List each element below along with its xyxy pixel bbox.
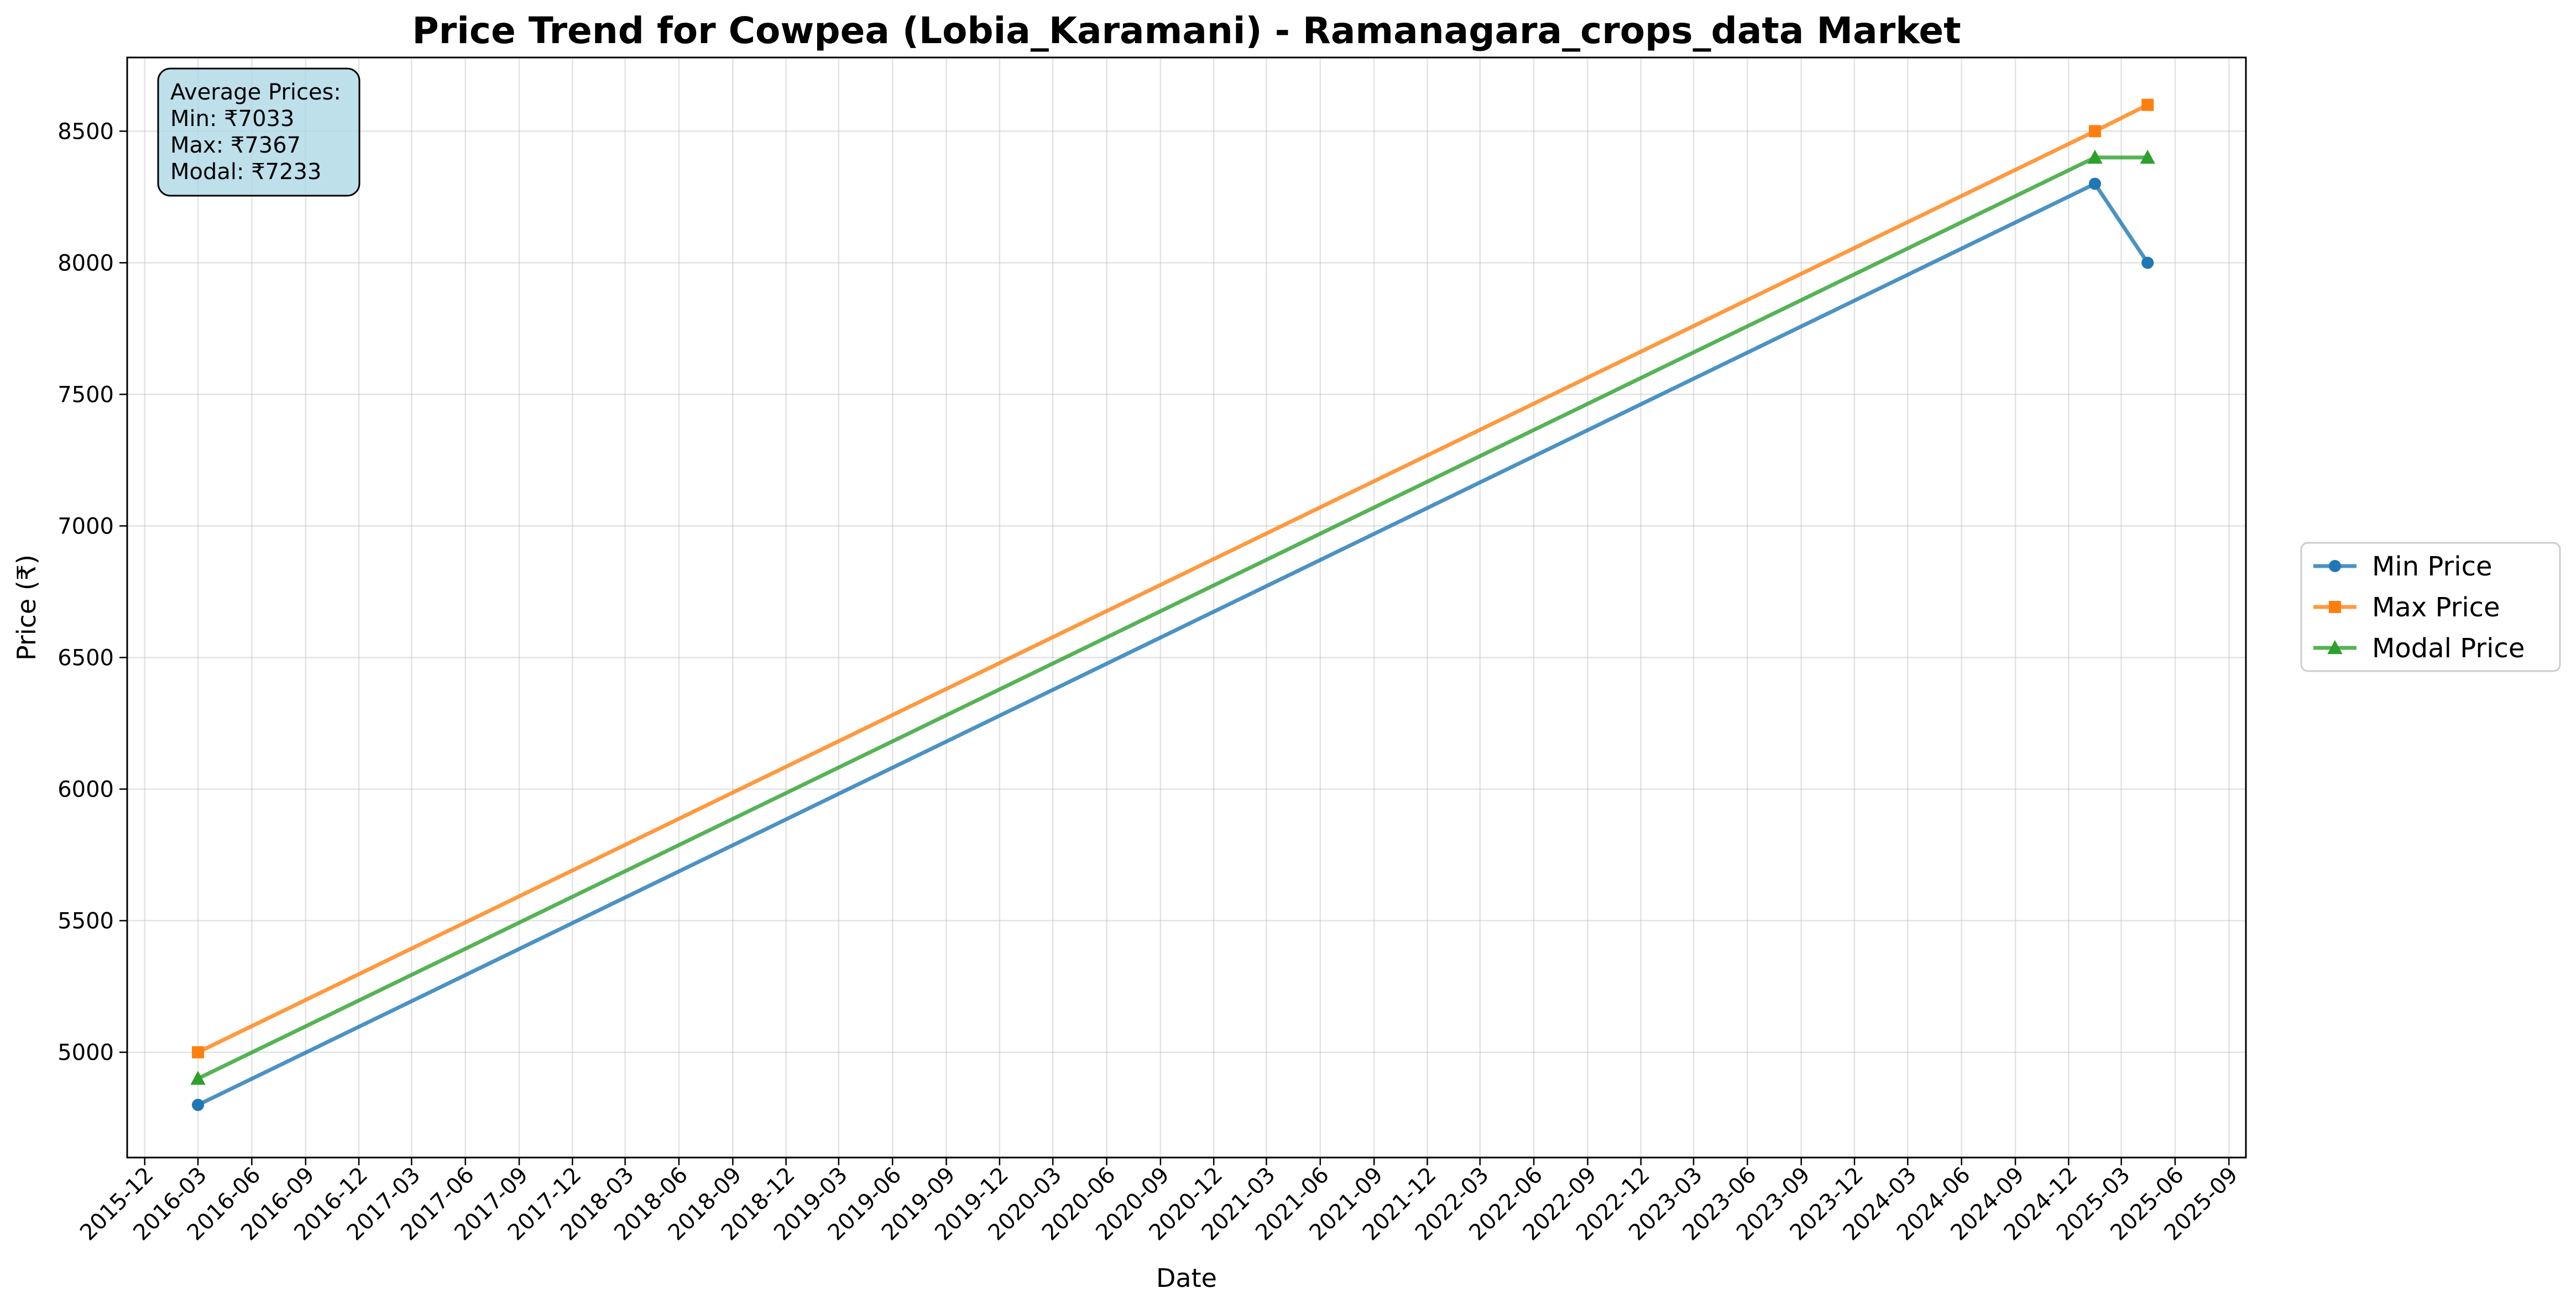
stats-modal: Modal: ₹7233 xyxy=(170,159,321,185)
series-layer xyxy=(190,98,2155,1111)
x-axis-label: Date xyxy=(1156,1263,1217,1293)
stats-annotation-box xyxy=(157,67,360,197)
stats-max: Max: ₹7367 xyxy=(170,133,301,158)
y-tick-label: 8500 xyxy=(58,119,114,144)
min-price-point xyxy=(192,1098,205,1111)
modal-price-point xyxy=(2140,149,2155,164)
legend-label: Min Price xyxy=(2372,551,2493,582)
y-tick-label: 7500 xyxy=(58,382,114,407)
legend-marker xyxy=(2329,560,2341,572)
stats-annotation: Average Prices: Min: ₹7033 Max: ₹7367 Mo… xyxy=(157,67,360,197)
series-modal-price xyxy=(190,149,2155,1085)
max-price-point xyxy=(192,1046,205,1059)
y-axis: 5000 5500 6000 6500 7000 7500 8000 8500 xyxy=(58,119,127,1066)
legend-item-modal-price: Modal Price xyxy=(2313,633,2525,664)
max-price-point xyxy=(2141,98,2154,111)
legend-box xyxy=(2300,542,2561,672)
chart-title: Price Trend for Cowpea (Lobia_Karamani) … xyxy=(412,9,1961,52)
min-price-point xyxy=(2088,177,2101,190)
legend-label: Modal Price xyxy=(2372,633,2525,664)
legend-item-max-price: Max Price xyxy=(2313,592,2500,623)
plot-frame xyxy=(126,56,2247,1159)
min-price-point xyxy=(2141,256,2154,269)
stats-heading: Average Prices: xyxy=(170,80,341,105)
series-min-price xyxy=(192,177,2154,1111)
y-axis-label: Price (₹) xyxy=(12,554,41,661)
y-tick-label: 5500 xyxy=(58,909,114,934)
modal-price-point xyxy=(190,1071,206,1085)
max-price-point xyxy=(2088,125,2101,138)
legend-marker xyxy=(2327,640,2343,654)
legend: Min Price Max Price Modal Price xyxy=(2300,542,2561,672)
stats-min: Min: ₹7033 xyxy=(170,106,294,132)
legend-item-min-price: Min Price xyxy=(2313,551,2493,582)
y-tick-label: 8000 xyxy=(58,250,114,276)
legend-label: Max Price xyxy=(2372,592,2500,623)
y-tick-label: 5000 xyxy=(58,1040,114,1066)
y-tick-label: 6500 xyxy=(58,645,114,671)
y-tick-label: 7000 xyxy=(58,514,114,539)
legend-marker xyxy=(2329,601,2341,613)
modal-price-point xyxy=(2087,149,2103,164)
y-tick-label: 6000 xyxy=(58,777,114,802)
grid-lines xyxy=(127,57,2246,1158)
series-max-price xyxy=(192,98,2154,1059)
